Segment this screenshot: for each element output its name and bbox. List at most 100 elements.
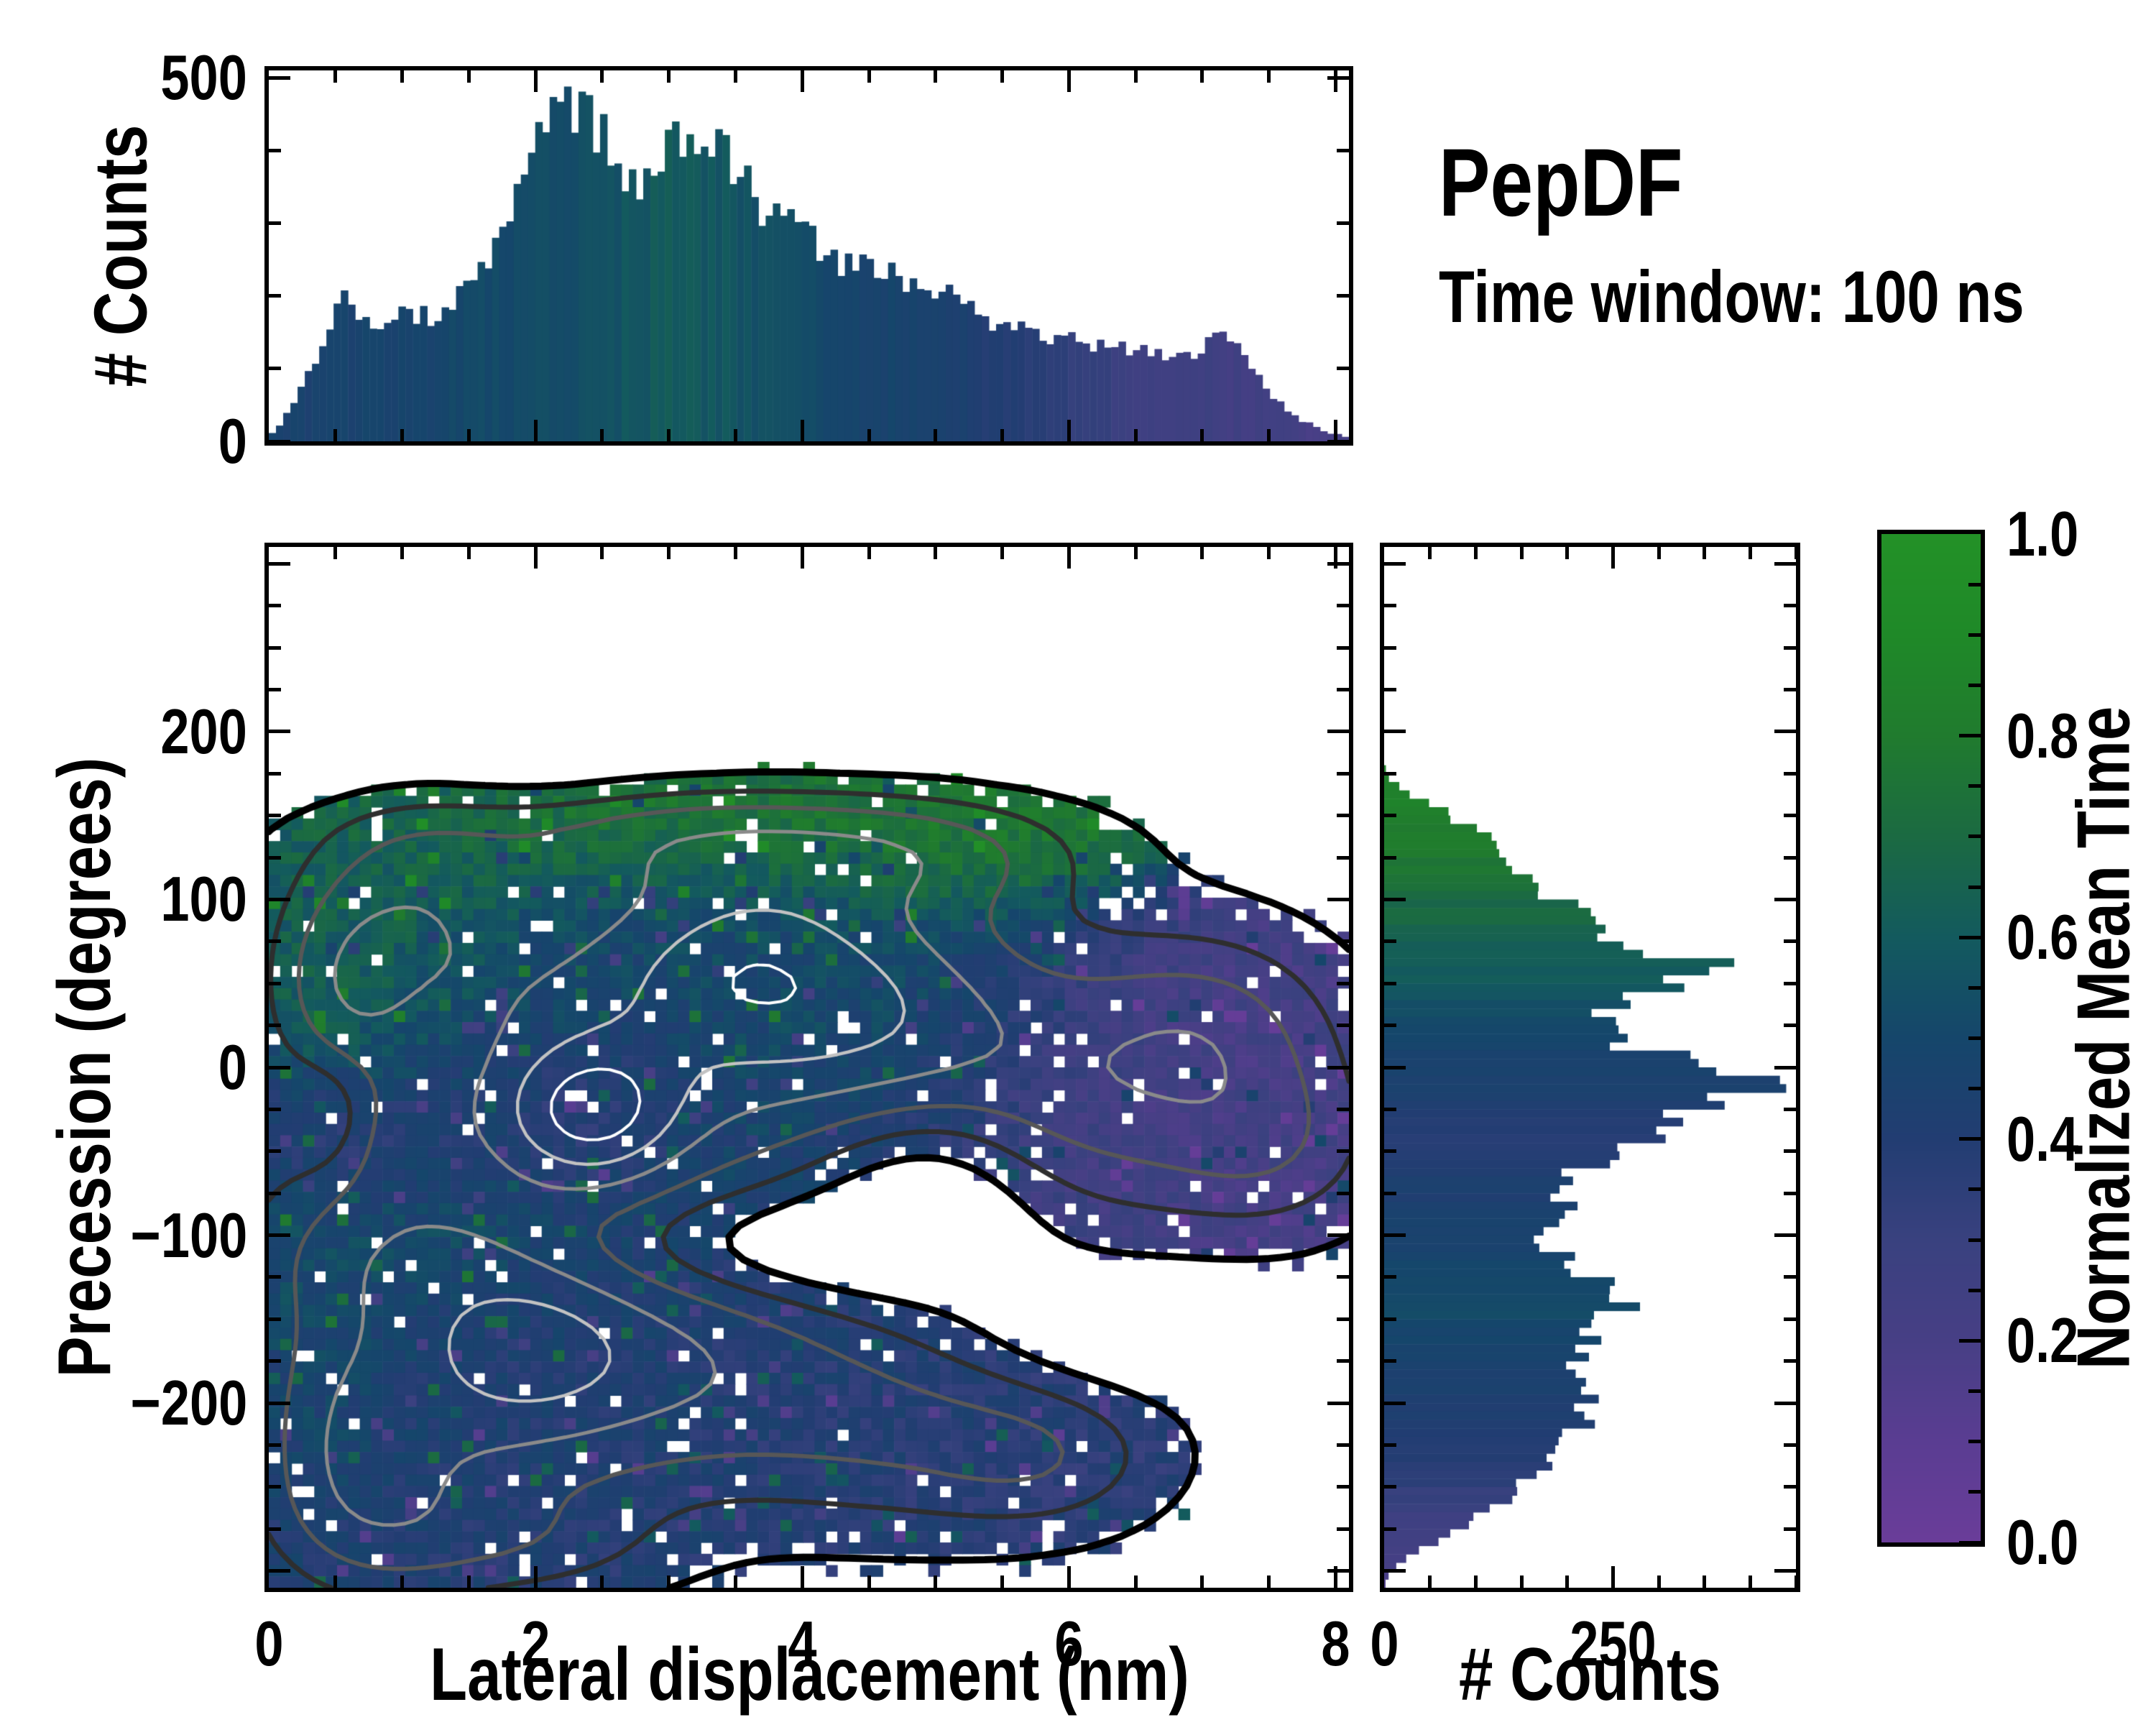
y-tick (1384, 1527, 1396, 1531)
y-tick (1327, 561, 1349, 566)
x-tick (667, 429, 671, 441)
main-x-axis-title-text: Lateral displacement (nm) (429, 1633, 1189, 1716)
y-tick (1384, 1275, 1396, 1279)
y-tick (1384, 1401, 1406, 1405)
y-tick (1774, 1401, 1796, 1405)
colorbar-tick (1968, 1490, 1981, 1494)
colorbar-tick (1968, 784, 1981, 788)
y-tick (269, 1233, 290, 1238)
y-tick (269, 897, 290, 901)
colorbar-tick (1968, 1187, 1981, 1192)
y-tick (1384, 1443, 1396, 1447)
y-tick (1337, 1275, 1349, 1279)
y-tick (269, 1317, 281, 1321)
x-tick (1067, 547, 1071, 569)
x-tick (1133, 547, 1138, 559)
x-tick (1200, 70, 1204, 83)
y-tick (269, 561, 290, 566)
x-tick (533, 420, 538, 441)
colorbar-tick (1968, 885, 1981, 889)
y-tick (1337, 367, 1349, 371)
y-tick (1774, 1065, 1796, 1070)
y-tick (1384, 1107, 1396, 1111)
y-tick (1337, 1149, 1349, 1154)
y-tick (269, 75, 290, 80)
y-tick (269, 604, 281, 608)
y-tick (1384, 1317, 1396, 1321)
main-y-tick-label-text: 200 (160, 695, 247, 767)
colorbar-tick (1968, 683, 1981, 687)
y-tick (1337, 294, 1349, 298)
x-tick (600, 1576, 604, 1588)
x-tick (533, 70, 538, 92)
y-tick (1384, 604, 1396, 608)
x-tick (400, 1576, 405, 1588)
y-tick (1784, 939, 1796, 944)
y-tick (1337, 814, 1349, 818)
x-tick (934, 1576, 938, 1588)
colorbar-gradient-canvas (1881, 534, 1981, 1542)
top-hist-y-axis-title-text: # Counts (79, 124, 162, 387)
x-tick (333, 1576, 338, 1588)
y-tick (1774, 1569, 1796, 1573)
y-tick (1384, 814, 1396, 818)
x-tick (600, 547, 604, 559)
colorbar-tick (1959, 1137, 1981, 1141)
x-tick (1267, 70, 1271, 83)
y-tick (1784, 1275, 1796, 1279)
y-tick (269, 367, 281, 371)
colorbar-axis-title-text: Normalized Mean Time (2063, 706, 2146, 1370)
y-tick (1784, 1443, 1796, 1447)
y-tick (269, 688, 281, 692)
y-tick (1384, 561, 1406, 566)
y-tick (1384, 730, 1406, 734)
y-tick (1337, 981, 1349, 985)
y-tick (269, 439, 290, 443)
main-heatmap-axes (264, 543, 1353, 1592)
x-tick (867, 70, 871, 83)
y-tick (1327, 75, 1349, 80)
x-tick (333, 547, 338, 559)
x-tick (1519, 1576, 1524, 1588)
y-tick (1337, 688, 1349, 692)
y-tick (269, 855, 281, 860)
y-tick (269, 1149, 281, 1154)
x-tick (400, 70, 405, 83)
x-tick (1703, 547, 1707, 559)
x-tick (1133, 429, 1138, 441)
y-tick (1327, 730, 1349, 734)
x-tick (466, 547, 471, 559)
y-tick (1337, 1527, 1349, 1531)
colorbar-tick (1968, 1036, 1981, 1040)
x-tick (466, 70, 471, 83)
colorbar-tick-label-text: 0.4 (2007, 1103, 2079, 1174)
x-tick (400, 547, 405, 559)
main-x-tick-label-text: 6 (1054, 1608, 1084, 1679)
colorbar-tick (1959, 1338, 1981, 1343)
right-marginal-histogram-canvas (1384, 547, 1796, 1588)
y-tick (1384, 645, 1396, 650)
y-tick (1774, 730, 1796, 734)
x-tick (934, 547, 938, 559)
y-tick (1784, 1024, 1796, 1028)
y-tick (1327, 439, 1349, 443)
y-tick (269, 1107, 281, 1111)
y-tick (269, 645, 281, 650)
main-heatmap-canvas (269, 547, 1349, 1588)
x-tick (1333, 420, 1337, 441)
y-tick (269, 1024, 281, 1028)
x-tick (333, 70, 338, 83)
y-tick (269, 981, 281, 985)
x-tick (1565, 1576, 1570, 1588)
y-tick (1784, 688, 1796, 692)
annotation-title: PepDF (1439, 135, 1743, 231)
y-tick (269, 148, 281, 152)
x-tick (466, 1576, 471, 1588)
y-tick (1337, 645, 1349, 650)
y-tick (1384, 688, 1396, 692)
x-tick (1267, 1576, 1271, 1588)
y-tick (1774, 1233, 1796, 1238)
y-tick (1327, 897, 1349, 901)
y-tick (1384, 1569, 1406, 1573)
colorbar-tick (1959, 1540, 1981, 1545)
